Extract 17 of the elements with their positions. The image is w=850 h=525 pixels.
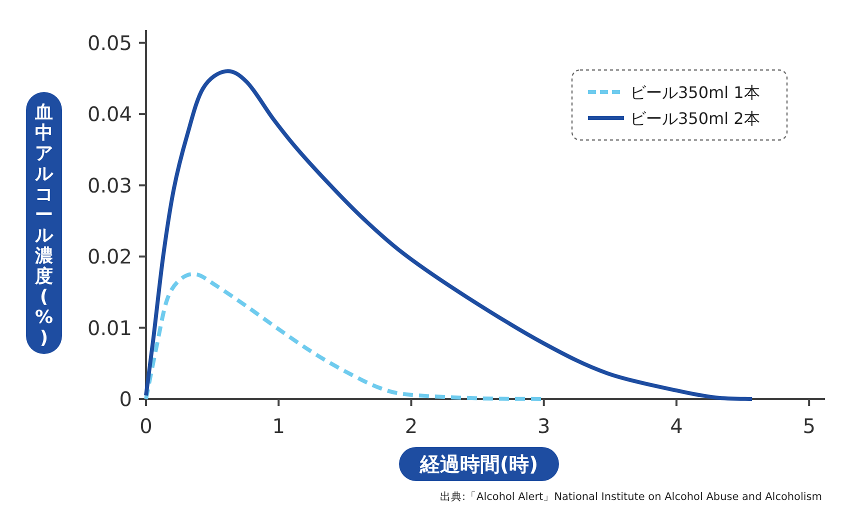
x-tick-label: 4 [670,414,683,438]
x-tick-label: 0 [140,414,152,438]
legend-label: ビール350ml 2本 [630,109,760,128]
y-tick-label: 0.02 [87,244,132,269]
y-axis-title: 血中アルコール濃度(%) [34,102,54,348]
x-tick-label: 1 [272,414,285,438]
source-note: 出典:「Alcohol Alert」National Institute on Alcohol Abuse and Alcoholism [440,490,822,503]
y-tick-label: 0.04 [87,102,132,126]
x-axis-title: 経過時間(時) [418,452,538,476]
legend-label: ビール350ml 1本 [630,83,760,102]
y-tick-label: 0.05 [87,30,132,55]
y-tick-label: 0 [119,387,132,411]
y-tick-label: 0.01 [87,316,132,340]
x-tick-label: 3 [537,414,550,438]
x-tick-label: 5 [802,414,816,438]
x-tick-label: 2 [404,414,418,438]
y-tick-label: 0.03 [87,173,132,198]
